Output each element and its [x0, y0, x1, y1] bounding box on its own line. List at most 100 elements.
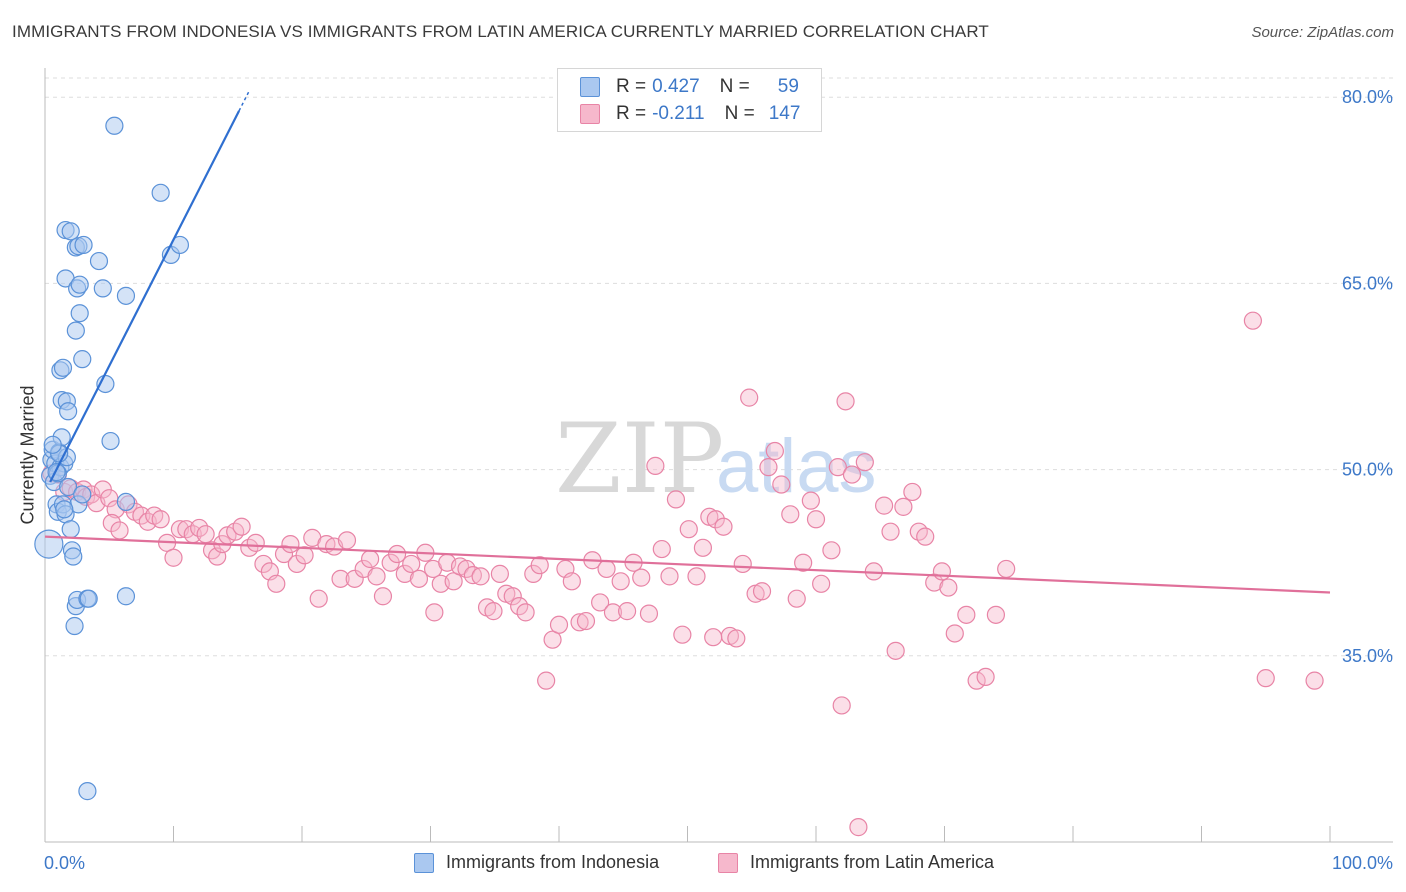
- data-point-latin-america: [570, 613, 589, 632]
- data-point-indonesia: [43, 435, 62, 454]
- data-point-latin-america: [881, 522, 900, 541]
- data-point-latin-america: [639, 604, 659, 623]
- data-point-latin-america: [714, 517, 733, 536]
- data-point-latin-america: [409, 569, 429, 588]
- data-point-latin-america: [516, 603, 535, 622]
- data-point-latin-america: [886, 641, 905, 660]
- data-point-latin-america: [331, 569, 350, 588]
- data-point-latin-america: [704, 628, 723, 647]
- data-point-latin-america: [849, 818, 868, 837]
- data-point-latin-america: [772, 475, 791, 494]
- data-point-indonesia: [78, 782, 97, 801]
- data-point-latin-america: [232, 517, 251, 536]
- data-point-indonesia: [65, 616, 84, 636]
- data-point-latin-america: [611, 572, 630, 591]
- data-point-latin-america: [463, 566, 483, 585]
- data-point-latin-america: [916, 527, 935, 546]
- data-point-latin-america: [806, 510, 826, 529]
- data-point-latin-america: [373, 587, 393, 606]
- data-point-latin-america: [490, 564, 509, 583]
- data-point-latin-america: [591, 593, 610, 612]
- watermark: ZIP atlas: [555, 403, 877, 515]
- y-tick-label: 50.0%: [1342, 460, 1393, 480]
- data-point-latin-america: [967, 671, 986, 690]
- data-point-indonesia: [73, 485, 92, 504]
- data-point-indonesia: [70, 304, 89, 323]
- data-point-latin-america: [836, 392, 855, 411]
- data-point-indonesia: [73, 350, 92, 369]
- x-tick-label-start: 0.0%: [44, 853, 85, 873]
- data-point-latin-america: [110, 521, 129, 540]
- data-point-indonesia: [101, 431, 120, 451]
- data-point-latin-america: [267, 574, 286, 593]
- legend-swatch-latin-america: [580, 104, 600, 124]
- data-point-latin-america: [395, 564, 414, 583]
- data-point-latin-america: [309, 589, 328, 608]
- stats-legend: R = 0.427 N = 59 R = -0.211 N = 147: [557, 68, 822, 132]
- data-point-latin-america: [632, 568, 651, 587]
- data-point-latin-america: [1305, 671, 1324, 690]
- data-point-latin-america: [759, 458, 778, 477]
- legend-n-value: 59: [777, 76, 799, 97]
- data-point-latin-america: [530, 556, 549, 575]
- data-point-latin-america: [425, 603, 444, 622]
- data-point-latin-america: [997, 559, 1016, 579]
- data-point-latin-america: [274, 544, 294, 564]
- data-point-latin-america: [894, 497, 913, 516]
- data-point-latin-america: [932, 562, 952, 581]
- data-point-indonesia: [61, 222, 80, 241]
- bottom-legend-indonesia: Immigrants from Indonesia: [414, 852, 659, 873]
- data-point-latin-america: [646, 456, 665, 475]
- y-tick-label: 80.0%: [1342, 87, 1393, 107]
- legend-row-latin-america: R = -0.211 N = 147: [580, 102, 800, 126]
- data-point-latin-america: [903, 482, 922, 502]
- data-point-latin-america: [752, 582, 772, 601]
- data-point-indonesia: [47, 463, 66, 482]
- data-point-latin-america: [855, 453, 874, 472]
- grid-lines: [45, 77, 1393, 657]
- bottom-legend-swatch-indonesia: [414, 852, 434, 873]
- data-point-latin-america: [402, 554, 421, 574]
- data-point-indonesia: [55, 500, 74, 519]
- legend-r-label: R =: [616, 103, 647, 124]
- data-point-latin-america: [781, 505, 800, 524]
- data-point-latin-america: [503, 587, 522, 606]
- data-point-latin-america: [945, 624, 964, 643]
- data-point-latin-america: [603, 603, 623, 622]
- legend-r-value: 0.427: [652, 76, 700, 97]
- data-point-indonesia: [93, 279, 112, 298]
- data-point-latin-america: [618, 602, 637, 621]
- legend-n-label: N =: [719, 76, 750, 97]
- data-point-latin-america: [673, 625, 692, 644]
- data-point-latin-america: [254, 554, 273, 574]
- data-point-latin-america: [666, 490, 686, 509]
- legend-n-label: N =: [724, 103, 755, 124]
- data-point-latin-america: [367, 567, 386, 586]
- watermark-zip: ZIP: [555, 403, 724, 515]
- data-point-latin-america: [361, 549, 380, 569]
- data-point-latin-america: [660, 567, 679, 586]
- data-point-latin-america: [652, 539, 671, 559]
- data-point-latin-america: [295, 546, 314, 565]
- data-point-latin-america: [549, 615, 569, 634]
- data-point-latin-america: [939, 578, 958, 597]
- data-point-latin-america: [597, 559, 616, 579]
- data-point-latin-america: [387, 544, 407, 564]
- data-point-latin-america: [484, 602, 503, 621]
- legend-swatch-indonesia: [580, 77, 600, 97]
- data-point-latin-america: [679, 520, 698, 539]
- data-point-indonesia: [89, 251, 109, 271]
- data-point-latin-america: [693, 538, 713, 557]
- series-latin-america-points: [42, 311, 1324, 837]
- source-label: Source: ZipAtlas.com: [1251, 24, 1394, 41]
- data-point-latin-america: [151, 510, 170, 529]
- data-point-latin-america: [471, 567, 490, 586]
- data-point-latin-america: [337, 531, 357, 550]
- data-point-latin-america: [976, 667, 995, 687]
- data-point-latin-america: [801, 491, 820, 510]
- data-point-indonesia: [59, 402, 78, 421]
- legend-r-label: R =: [616, 76, 647, 97]
- bottom-legend-latin-america: Immigrants from Latin America: [718, 852, 994, 873]
- data-point-latin-america: [537, 671, 556, 690]
